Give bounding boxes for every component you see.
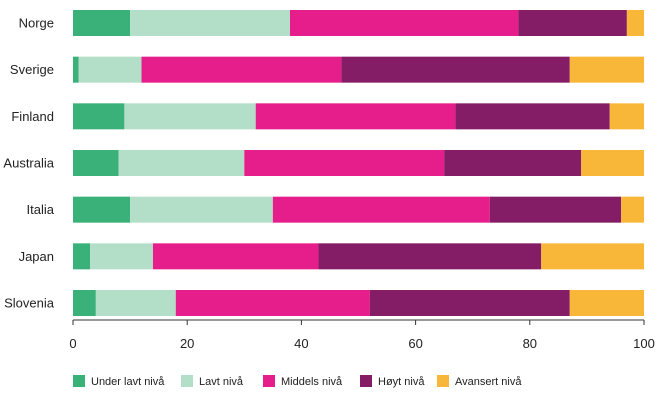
bar-sverige-avansert-niva xyxy=(569,56,644,83)
bar-norge-avansert-niva xyxy=(626,10,644,36)
legend-label-avansert-niva: Avansert nivå xyxy=(455,376,522,388)
bar-italia-middels-niva xyxy=(272,196,490,223)
legend-label-lavt-niva: Lavt nivå xyxy=(199,376,244,388)
bar-norge-under-lavt-niva xyxy=(73,10,131,36)
bar-norge-middels-niva xyxy=(289,10,519,36)
x-axis: 0 20 40 60 80 100 xyxy=(69,319,655,351)
x-tick-label-100: 100 xyxy=(633,336,655,351)
category-label-japan: Japan xyxy=(19,249,54,264)
bar-australia-avansert-niva xyxy=(581,150,644,176)
bar-italia-under-lavt-niva xyxy=(73,196,131,223)
category-label-italia: Italia xyxy=(27,202,55,217)
legend-swatch-middels-niva xyxy=(263,375,275,387)
legend-label-middels-niva: Middels nivå xyxy=(281,376,343,388)
legend-label-under-lavt-niva: Under lavt nivå xyxy=(91,376,165,388)
bar-slovenia-middels-niva xyxy=(175,290,370,316)
bar-australia-middels-niva xyxy=(244,150,445,176)
bar-japan-avansert-niva xyxy=(541,243,644,270)
x-tick-label-40: 40 xyxy=(294,336,308,351)
x-tick-label-80: 80 xyxy=(523,336,537,351)
legend-swatch-avansert-niva xyxy=(437,375,449,387)
bar-italia-avansert-niva xyxy=(621,196,644,223)
bar-japan-middels-niva xyxy=(152,243,319,270)
legend-swatch-lavt-niva xyxy=(181,375,193,387)
bar-italia-hoyt-niva xyxy=(489,196,622,223)
bar-sverige-under-lavt-niva xyxy=(73,56,79,83)
legend-swatch-under-lavt-niva xyxy=(73,375,85,387)
bar-slovenia-under-lavt-niva xyxy=(73,290,96,316)
bar-finland-under-lavt-niva xyxy=(73,103,125,130)
category-label-finland: Finland xyxy=(11,109,54,124)
bar-finland-middels-niva xyxy=(255,103,456,130)
bar-australia-hoyt-niva xyxy=(444,150,582,176)
bar-slovenia-hoyt-niva xyxy=(369,290,570,316)
bar-italia-lavt-niva xyxy=(130,196,273,223)
bars-group xyxy=(73,10,644,316)
bar-australia-under-lavt-niva xyxy=(73,150,119,176)
bar-japan-hoyt-niva xyxy=(318,243,542,270)
bar-slovenia-avansert-niva xyxy=(569,290,644,316)
bar-finland-avansert-niva xyxy=(609,103,644,130)
bar-finland-hoyt-niva xyxy=(455,103,610,130)
bar-japan-lavt-niva xyxy=(90,243,153,270)
category-label-australia: Australia xyxy=(3,156,54,171)
category-label-sverige: Sverige xyxy=(10,62,54,77)
bar-finland-lavt-niva xyxy=(124,103,256,130)
x-tick-label-20: 20 xyxy=(180,336,194,351)
legend: Under lavt nivå Lavt nivå Middels nivå Høyt… xyxy=(73,375,522,388)
bar-slovenia-lavt-niva xyxy=(95,290,176,316)
bar-norge-lavt-niva xyxy=(130,10,290,36)
x-tick-label-0: 0 xyxy=(69,336,76,351)
bar-sverige-lavt-niva xyxy=(78,56,142,83)
category-label-slovenia: Slovenia xyxy=(4,296,55,311)
bar-australia-lavt-niva xyxy=(118,150,245,176)
x-tick-label-60: 60 xyxy=(408,336,422,351)
bar-sverige-hoyt-niva xyxy=(341,56,570,83)
legend-label-hoyt-niva: Høyt nivå xyxy=(378,376,425,388)
bar-japan-under-lavt-niva xyxy=(73,243,91,270)
bar-norge-hoyt-niva xyxy=(518,10,627,36)
legend-swatch-hoyt-niva xyxy=(360,375,372,387)
category-labels: Norge Sverige Finland Australia Italia Japan S… xyxy=(3,16,54,311)
category-label-norge: Norge xyxy=(19,16,54,31)
bar-sverige-middels-niva xyxy=(141,56,342,83)
